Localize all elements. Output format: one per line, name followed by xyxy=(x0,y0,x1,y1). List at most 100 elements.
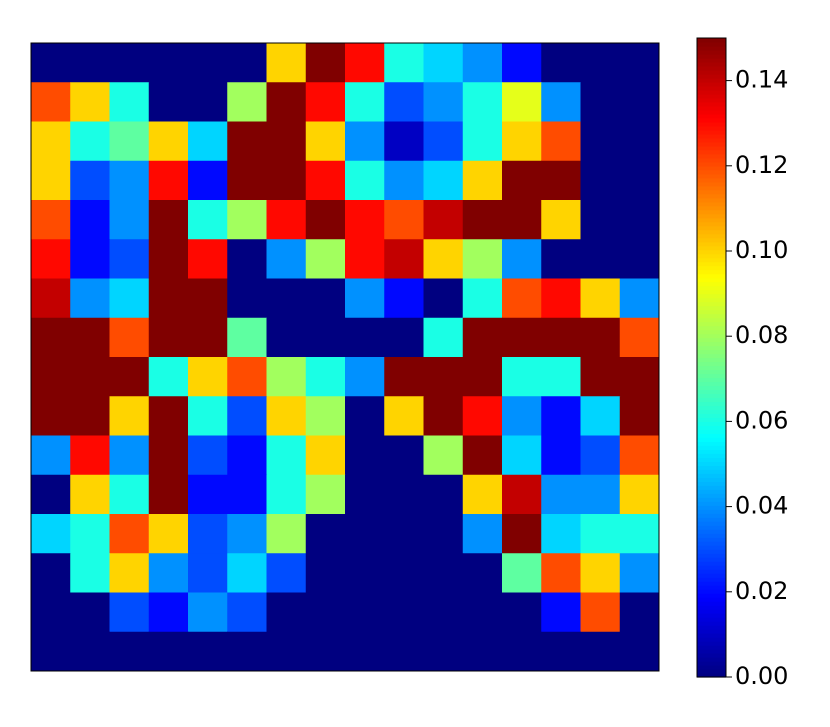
colorbar-segment xyxy=(697,161,726,167)
colorbar-segment xyxy=(697,645,726,650)
colorbar-segment xyxy=(697,657,726,662)
heatmap-cell xyxy=(423,592,464,633)
heatmap-cell xyxy=(580,43,621,83)
heatmap-cell xyxy=(109,357,150,397)
heatmap-cell xyxy=(266,278,307,319)
colorbar-segment xyxy=(697,365,726,371)
colorbar-segment xyxy=(697,417,726,422)
heatmap-cell xyxy=(462,592,503,633)
heatmap-cell xyxy=(305,239,346,279)
colorbar-segment xyxy=(697,517,726,522)
colorbar-segment xyxy=(697,253,726,259)
heatmap-cell xyxy=(266,631,307,672)
heatmap-cell xyxy=(462,357,503,397)
heatmap-cell xyxy=(502,121,542,162)
heatmap-cell xyxy=(619,435,660,476)
colorbar-segment xyxy=(697,641,726,646)
heatmap-cell xyxy=(188,82,228,122)
heatmap-cell xyxy=(70,43,110,83)
heatmap-cell xyxy=(345,200,385,240)
heatmap-cell xyxy=(188,239,228,279)
heatmap-cell xyxy=(345,474,385,515)
colorbar-segment xyxy=(697,485,726,490)
colorbar-segment xyxy=(697,297,726,303)
heatmap-cell xyxy=(619,553,660,593)
heatmap-cell xyxy=(502,553,542,593)
heatmap-cell xyxy=(70,200,110,240)
heatmap-cell xyxy=(305,435,346,476)
heatmap-cell xyxy=(188,278,228,319)
colorbar-segment xyxy=(697,357,726,363)
heatmap-cell xyxy=(109,43,150,83)
colorbar-segment xyxy=(697,129,726,135)
heatmap-cell xyxy=(423,43,464,83)
colorbar-segment xyxy=(697,209,726,215)
heatmap-cell xyxy=(502,82,542,122)
heatmap-cell xyxy=(502,200,542,240)
heatmap-cell xyxy=(384,592,424,633)
heatmap-cell xyxy=(109,435,150,476)
heatmap-cell xyxy=(580,278,621,319)
heatmap-cell xyxy=(305,160,346,201)
heatmap-cell xyxy=(423,121,464,162)
colorbar-segment xyxy=(697,269,726,275)
heatmap-cell xyxy=(384,474,424,515)
colorbar-segment xyxy=(697,545,726,550)
heatmap-cell xyxy=(423,278,464,319)
heatmap-cell xyxy=(148,239,189,279)
colorbar-segment xyxy=(697,157,726,163)
heatmap-cell xyxy=(227,435,267,476)
colorbar-segment xyxy=(697,621,726,626)
heatmap-cell xyxy=(462,82,503,122)
heatmap-cell xyxy=(384,514,424,554)
heatmap-cell xyxy=(619,239,660,279)
heatmap-cell xyxy=(305,514,346,554)
colorbar-segment xyxy=(697,381,726,387)
colorbar-segment xyxy=(697,317,726,323)
heatmap-cell xyxy=(188,474,228,515)
heatmap-cell xyxy=(31,553,71,593)
heatmap-cell xyxy=(188,200,228,240)
colorbar-segment xyxy=(697,233,726,239)
colorbar-segment xyxy=(697,153,726,159)
heatmap-cell xyxy=(305,357,346,397)
heatmap-cell xyxy=(541,631,581,672)
heatmap-cell xyxy=(345,435,385,476)
heatmap-cell xyxy=(580,200,621,240)
colorbar-segment xyxy=(697,133,726,139)
colorbar-segment xyxy=(697,477,726,482)
colorbar-segment xyxy=(697,113,726,119)
heatmap-cell xyxy=(541,278,581,319)
colorbar-segment xyxy=(697,533,726,538)
colorbar-segment xyxy=(697,189,726,195)
heatmap-cell xyxy=(619,631,660,672)
heatmap-cell xyxy=(502,631,542,672)
colorbar-segment xyxy=(697,245,726,251)
colorbar-tick-label: 0.06 xyxy=(735,406,788,434)
heatmap-cell xyxy=(384,43,424,83)
colorbar-frame xyxy=(696,37,727,678)
colorbar-segment xyxy=(697,661,726,666)
heatmap-cell xyxy=(462,121,503,162)
heatmap-cell xyxy=(619,592,660,633)
heatmap-cell xyxy=(148,357,189,397)
heatmap-cell xyxy=(109,317,150,358)
heatmap-cell xyxy=(384,357,424,397)
colorbar-segment xyxy=(697,353,726,359)
colorbar-segment xyxy=(697,457,726,462)
colorbar-segment xyxy=(697,449,726,454)
colorbar-segment xyxy=(697,181,726,187)
heatmap-cell xyxy=(541,239,581,279)
heatmap-cell xyxy=(31,160,71,201)
colorbar-segment xyxy=(697,301,726,307)
heatmap-cell xyxy=(423,474,464,515)
colorbar-segment xyxy=(697,201,726,207)
colorbar-segment xyxy=(697,609,726,614)
colorbar-segment xyxy=(697,57,726,63)
heatmap-cell xyxy=(109,239,150,279)
heatmap-cell xyxy=(384,278,424,319)
heatmap-cell xyxy=(148,121,189,162)
colorbar-segment xyxy=(697,137,726,143)
